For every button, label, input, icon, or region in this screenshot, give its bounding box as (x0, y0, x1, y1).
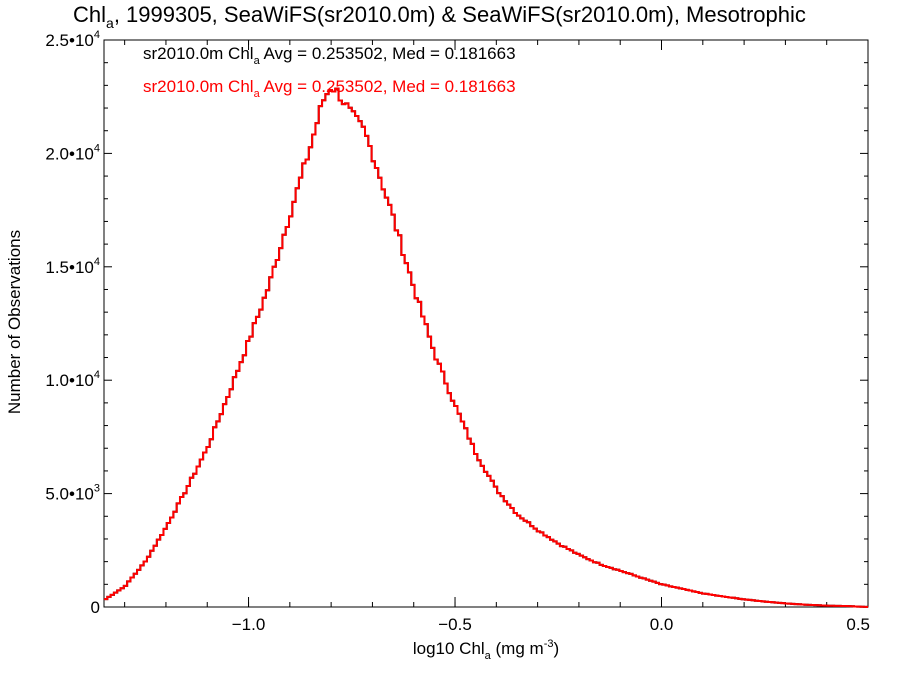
legend-entry-2: sr2010.0m Chla Avg = 0.253502, Med = 0.1… (143, 77, 516, 100)
plot-frame (103, 39, 869, 608)
histogram-series-layer (104, 87, 869, 608)
x-tick-label: 0.0 (650, 615, 674, 634)
y-axis-label: Number of Observations (5, 230, 24, 414)
series-red-line (104, 87, 869, 608)
x-axis-ticks: −1.0 −0.5 0.0 0.5 (124, 40, 870, 634)
legend-entry-1: sr2010.0m Chla Avg = 0.253502, Med = 0.1… (143, 44, 516, 67)
y-tick-label: 5.0•103 (45, 483, 100, 504)
y-tick-label: 1.5•104 (45, 256, 100, 277)
y-tick-label: 2.0•104 (45, 142, 100, 163)
y-axis-ticks: 0 5.0•103 1.0•104 1.5•104 2.0•104 2.5•104 (45, 29, 868, 617)
series-black-line (104, 87, 869, 608)
chart-title: Chla, 1999305, SeaWiFS(sr2010.0m) & SeaW… (73, 2, 806, 31)
y-tick-label: 1.0•104 (45, 369, 100, 390)
x-axis-label: log10 Chla (mg m-3) (413, 638, 559, 662)
y-tick-label: 2.5•104 (45, 29, 100, 50)
x-tick-label: −1.0 (232, 615, 266, 634)
y-tick-label: 0 (91, 598, 100, 617)
x-tick-label: −0.5 (438, 615, 472, 634)
x-tick-label: 0.5 (846, 615, 870, 634)
